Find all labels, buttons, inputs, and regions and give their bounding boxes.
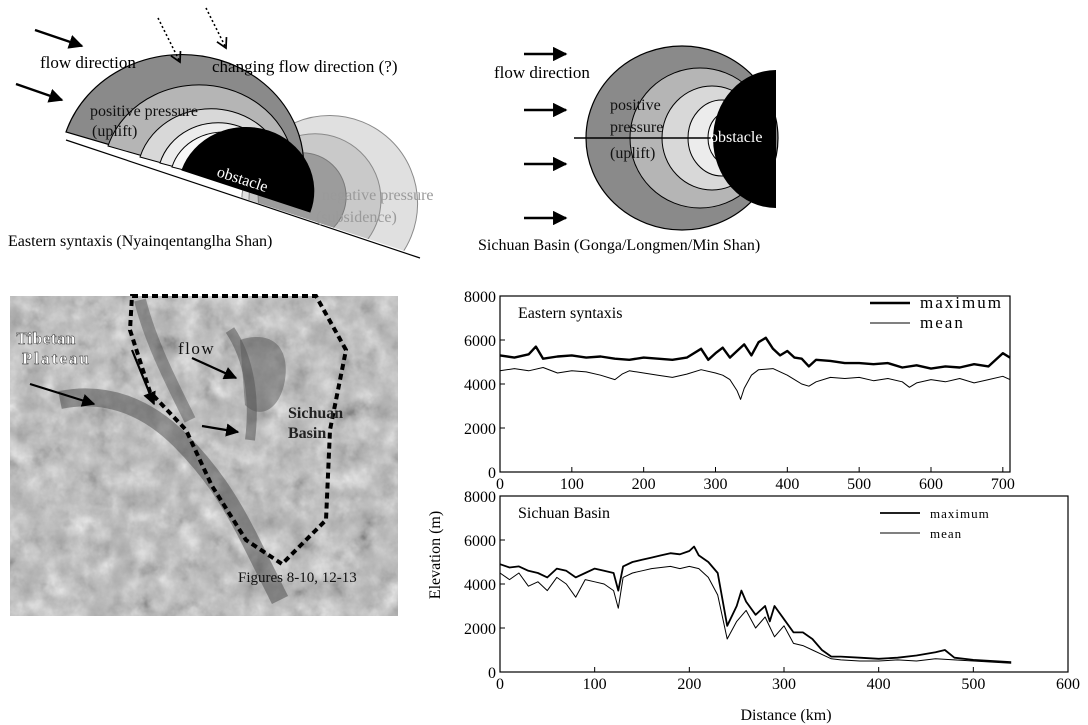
x-tick-label: 0 bbox=[496, 676, 504, 693]
basin-label: Basin bbox=[288, 425, 326, 442]
legend-label-mean: mean bbox=[920, 313, 965, 332]
obstacle-label-b: obstacle bbox=[710, 129, 762, 146]
y-tick-label: 0 bbox=[488, 465, 496, 482]
chart-title: Eastern syntaxis bbox=[518, 305, 622, 322]
flow-direction-label-b: flow direction bbox=[494, 63, 590, 82]
baseline-eastern bbox=[65, 139, 421, 259]
map-flow-arrow-4 bbox=[201, 423, 240, 437]
flow-arrow-1 bbox=[34, 28, 84, 49]
map-flow-arrow-2 bbox=[130, 349, 156, 406]
terrain-map: Tibetan Plateau flow Sichuan Basin Figur… bbox=[10, 294, 398, 616]
x-tick-label: 300 bbox=[772, 676, 796, 693]
changing-flow-arrow-2 bbox=[205, 7, 228, 50]
positive-label-b: positive bbox=[610, 97, 661, 114]
chart-title: Sichuan Basin bbox=[518, 505, 610, 522]
series-line-maximum bbox=[499, 336, 1011, 370]
obstacle-sichuan bbox=[713, 70, 776, 208]
x-tick-label: 500 bbox=[961, 676, 985, 693]
study-area-outline bbox=[127, 294, 349, 567]
plot-frame bbox=[499, 495, 1069, 673]
negative-pressure-label: negative pressure bbox=[322, 187, 434, 204]
x-tick-label: 100 bbox=[560, 476, 584, 493]
x-tick-label: 200 bbox=[677, 676, 701, 693]
x-tick-label: 100 bbox=[583, 676, 607, 693]
y-tick-label: 8000 bbox=[464, 289, 496, 306]
changing-flow-label: changing flow direction (?) bbox=[212, 57, 398, 76]
pressure-label-b: pressure bbox=[610, 119, 663, 136]
subsidence-label: (subsidence) bbox=[316, 209, 397, 226]
sichuan-label: Sichuan bbox=[288, 405, 343, 422]
chart-eastern-syntaxis: 0 2000 4000 6000 8000 0 100 200 300 400 500 600 700 E… bbox=[464, 289, 1015, 493]
flow-arrow-2 bbox=[15, 82, 64, 103]
plateau-label: Plateau bbox=[22, 349, 91, 368]
x-tick-label: 500 bbox=[847, 476, 871, 493]
legend-label-maximum: maximum bbox=[920, 293, 1003, 312]
y-tick-label: 0 bbox=[488, 665, 496, 682]
legend-label-mean: mean bbox=[930, 526, 962, 541]
x-tick-label: 400 bbox=[775, 476, 799, 493]
legend-label-maximum: maximum bbox=[930, 506, 990, 521]
y-tick-label: 2000 bbox=[464, 421, 496, 438]
caption-eastern-syntaxis: Eastern syntaxis (Nyainqentanglha Shan) bbox=[8, 233, 272, 250]
x-tick-label: 600 bbox=[1056, 676, 1080, 693]
map-flow-label: flow bbox=[178, 339, 215, 358]
series-line-mean bbox=[499, 367, 1011, 400]
flow-direction-label-a: flow direction bbox=[40, 53, 136, 72]
panel-sichuan-sketch: flow direction positive pressure (uplift… bbox=[478, 45, 779, 254]
x-tick-label: 600 bbox=[919, 476, 943, 493]
caption-sichuan-basin: Sichuan Basin (Gonga/Longmen/Min Shan) bbox=[478, 237, 760, 254]
changing-flow-arrow-1 bbox=[157, 17, 182, 64]
y-axis-label: Elevation (m) bbox=[427, 511, 444, 599]
uplift-label-b: (uplift) bbox=[610, 145, 655, 162]
x-tick-label: 700 bbox=[991, 476, 1015, 493]
x-tick-label: 200 bbox=[632, 476, 656, 493]
series-line-mean bbox=[499, 565, 1012, 664]
x-axis-label: Distance (km) bbox=[740, 707, 831, 724]
chart-sichuan-basin: 0 2000 4000 6000 8000 0 100 200 300 400 500 600 Sich… bbox=[464, 489, 1080, 693]
map-flow-arrow-1 bbox=[29, 382, 96, 407]
y-tick-label: 6000 bbox=[464, 533, 496, 550]
positive-pressure-label-a: positive pressure bbox=[90, 103, 198, 120]
y-tick-label: 6000 bbox=[464, 333, 496, 350]
x-tick-label: 300 bbox=[703, 476, 727, 493]
x-tick-label: 0 bbox=[496, 476, 504, 493]
y-tick-label: 4000 bbox=[464, 377, 496, 394]
x-tick-label: 400 bbox=[867, 676, 891, 693]
series-line-maximum bbox=[499, 545, 1012, 663]
uplift-label-a: (uplift) bbox=[92, 123, 137, 140]
tibetan-label: Tibetan bbox=[16, 329, 76, 348]
panel-eastern-syntaxis-sketch: flow direction changing flow direction (… bbox=[8, 7, 434, 259]
y-tick-label: 8000 bbox=[464, 489, 496, 506]
figures-reference-label: Figures 8-10, 12-13 bbox=[238, 570, 357, 586]
y-tick-label: 2000 bbox=[464, 621, 496, 638]
map-flow-arrow-3 bbox=[191, 356, 238, 380]
y-tick-label: 4000 bbox=[464, 577, 496, 594]
